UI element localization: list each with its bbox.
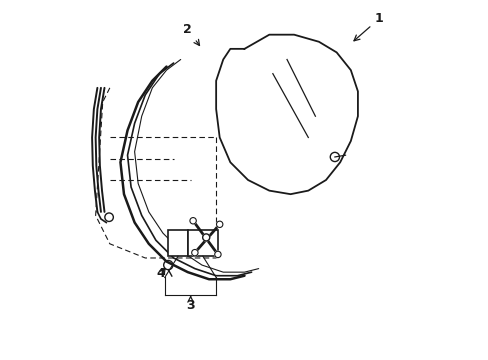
Bar bbox=[187, 230, 218, 256]
Text: 4: 4 bbox=[157, 267, 165, 280]
Circle shape bbox=[214, 251, 221, 258]
Text: 1: 1 bbox=[353, 12, 383, 41]
Circle shape bbox=[216, 221, 223, 228]
Bar bbox=[168, 230, 187, 256]
Circle shape bbox=[202, 234, 209, 241]
Text: 2: 2 bbox=[183, 23, 199, 45]
Circle shape bbox=[191, 249, 198, 256]
Text: 3: 3 bbox=[186, 296, 195, 312]
Circle shape bbox=[189, 217, 196, 224]
